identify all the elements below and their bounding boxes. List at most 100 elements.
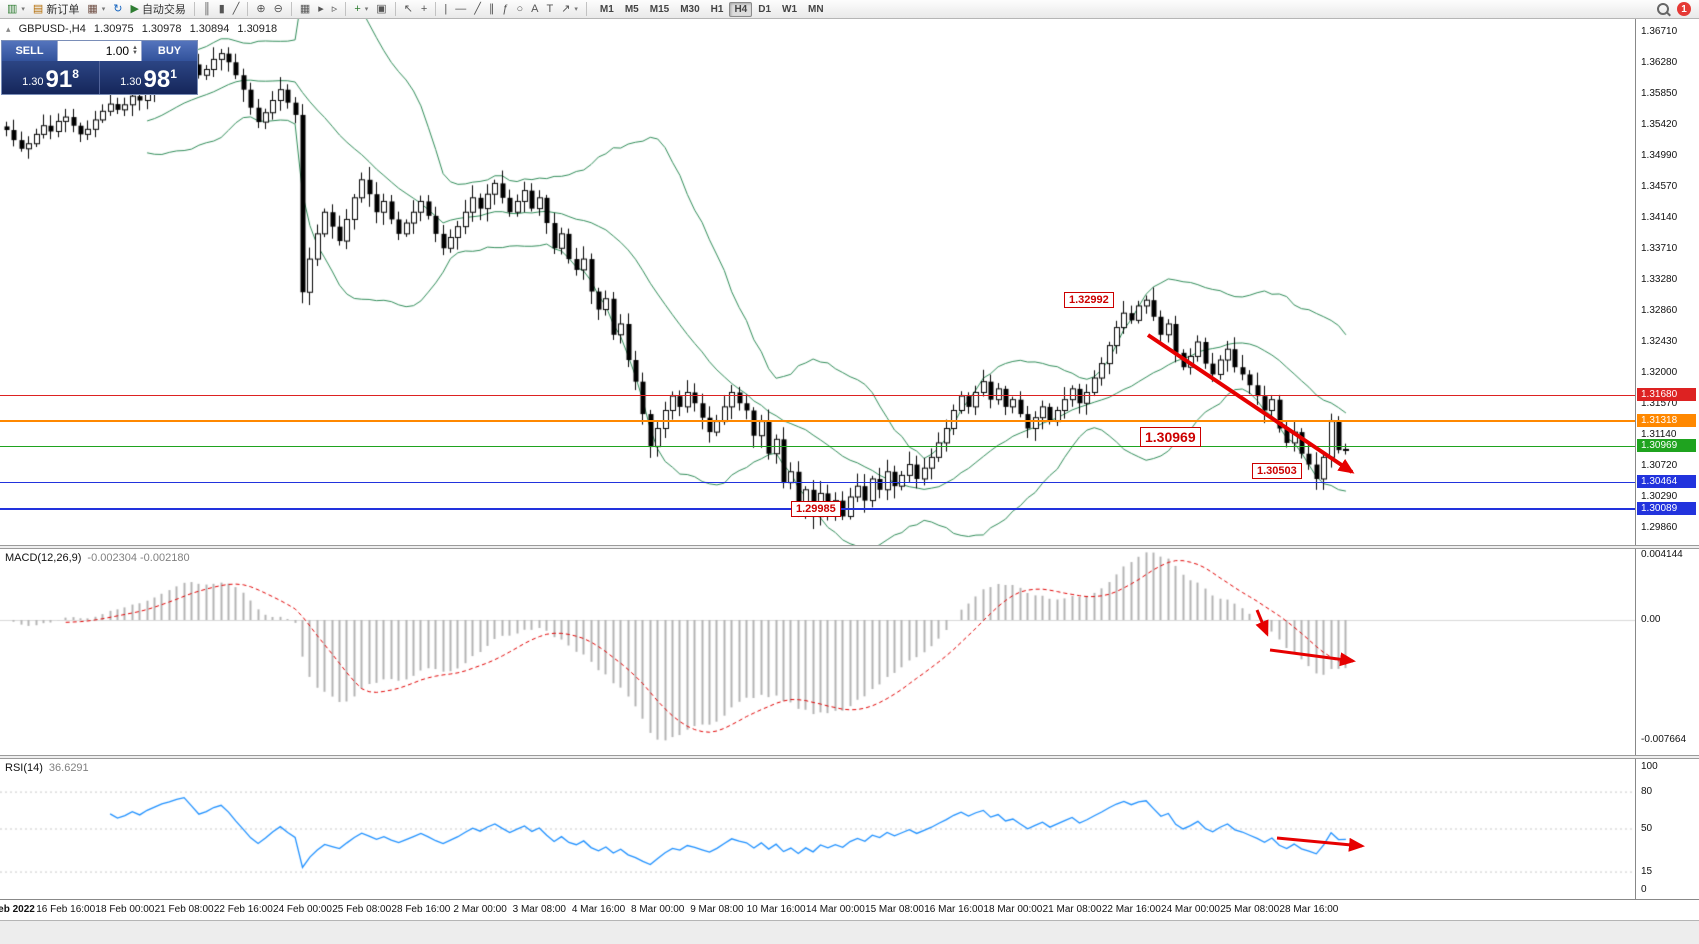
rsi-value: 36.6291: [48, 762, 89, 774]
horizontal-level-1.30969[interactable]: [0, 446, 1635, 447]
horizontal-level-1.31680[interactable]: [0, 395, 1635, 396]
shapes-icon[interactable]: ○: [512, 2, 527, 17]
lot-spinner[interactable]: ▲ ▼: [132, 45, 138, 56]
axis-label: 1.36280: [1641, 57, 1678, 68]
axis-label: 50: [1641, 822, 1653, 834]
line-chart-icon[interactable]: ╱: [229, 2, 244, 17]
buy-price-big: 98: [143, 66, 171, 93]
profiles-button[interactable]: ▦ ▾: [83, 2, 109, 17]
toolbar-right: 1: [1657, 2, 1691, 16]
lot-value: 1.00: [105, 44, 130, 58]
timeframe-m30[interactable]: M30: [680, 3, 700, 15]
horizontal-level-1.31318[interactable]: [0, 420, 1635, 422]
search-icon[interactable]: [1657, 3, 1669, 15]
axis-label: 1.31140: [1641, 429, 1677, 440]
arrows-icon[interactable]: ↗ ▾: [557, 2, 582, 17]
zoom-in-icon[interactable]: ⊕: [252, 2, 269, 17]
timeframe-m5[interactable]: M5: [624, 3, 639, 15]
fibonacci-icon[interactable]: ƒ: [498, 2, 512, 17]
cursor-icon[interactable]: ↖: [400, 2, 417, 17]
price-callout-1.29985[interactable]: 1.29985: [791, 501, 841, 518]
refresh-icon[interactable]: ↻: [109, 2, 126, 17]
price-callout-1.30969[interactable]: 1.30969: [1140, 427, 1201, 448]
time-label: 28 Feb 16:00: [391, 904, 451, 915]
timeframe-mn[interactable]: MN: [808, 3, 824, 15]
time-label: 14 Mar 00:00: [805, 904, 865, 915]
symbol-name: GBPUSD-,H4: [18, 23, 86, 35]
rsi-canvas[interactable]: [0, 759, 1635, 898]
new-order-button[interactable]: ▤ 新订单: [29, 0, 83, 19]
toolbar-separator: [585, 2, 587, 16]
text-icon[interactable]: A: [527, 2, 542, 17]
axis-label: 0.00: [1641, 614, 1661, 625]
axis-label: 1.35850: [1641, 88, 1678, 99]
bar-chart-icon[interactable]: ║: [199, 2, 215, 17]
time-label: 2 Mar 00:00: [453, 904, 507, 915]
new-chart-button-dropdown-icon[interactable]: ▾: [21, 6, 25, 13]
auto-trading-button[interactable]: ▶ 自动交易: [126, 0, 189, 19]
crosshair-icon[interactable]: +: [417, 2, 431, 17]
axis-label: 1.29860: [1641, 522, 1678, 533]
new-chart-button[interactable]: ▥ ▾: [3, 2, 29, 17]
auto-scroll-icon[interactable]: ▸: [314, 2, 328, 17]
chart-shift-icon[interactable]: ▹: [328, 2, 342, 17]
fibonacci-icon-glyph: ƒ: [502, 2, 509, 15]
time-label: 4 Mar 16:00: [571, 904, 626, 915]
notification-badge[interactable]: 1: [1677, 2, 1691, 16]
price-high: 1.30978: [141, 23, 182, 35]
buy-price[interactable]: 1.30 98 1: [100, 61, 197, 94]
timeframe-h4[interactable]: H4: [729, 1, 753, 17]
panel-splitter-rsi[interactable]: [0, 755, 1699, 759]
price-tag-1.30089: 1.30089: [1637, 502, 1696, 515]
arrows-icon-dropdown-icon[interactable]: ▾: [574, 6, 578, 13]
timeframe-w1[interactable]: W1: [782, 3, 798, 15]
timeframe-m15[interactable]: M15: [649, 3, 670, 15]
zoom-out-icon[interactable]: ⊖: [270, 2, 287, 17]
timeframe-h1[interactable]: H1: [710, 3, 724, 15]
candlestick-chart-icon[interactable]: ▮: [215, 2, 229, 17]
price-axis[interactable]: 1.36710 1.36280 1.35850 1.35420 1.34990 1.345…: [1635, 19, 1699, 899]
text-label-icon[interactable]: T: [542, 2, 557, 17]
axis-label: 1.33280: [1641, 274, 1678, 285]
time-label: 21 Mar 08:00: [1042, 904, 1102, 915]
channel-icon[interactable]: ∥: [485, 2, 499, 17]
horizontal-line-icon[interactable]: —: [451, 2, 470, 17]
time-label: 24 Feb 00:00: [273, 904, 332, 915]
profiles-button-dropdown-icon[interactable]: ▾: [101, 6, 106, 13]
macd-canvas[interactable]: [0, 549, 1635, 755]
price-tag-1.30969: 1.30969: [1637, 439, 1696, 452]
refresh-icon-glyph: ↻: [113, 2, 123, 15]
price-callout-1.30503[interactable]: 1.30503: [1252, 463, 1302, 480]
sell-price-big: 91: [45, 66, 73, 93]
price-callout-1.32992[interactable]: 1.32992: [1064, 292, 1114, 309]
timeframe-m1[interactable]: M1: [599, 3, 614, 15]
timeframe-d1[interactable]: D1: [758, 3, 772, 15]
timeframe-bar: M1 M5 M15 M30 H1 H4 D1 W1 MN: [595, 1, 829, 17]
indicators-button[interactable]: + ▾: [350, 2, 372, 17]
one-click-trading-panel: SELL 1.00 ▲ ▼ BUY 1.30 91 8 1.30 98 1: [1, 40, 198, 95]
buy-button[interactable]: BUY: [142, 41, 197, 61]
line-chart-icon-glyph: ╱: [232, 2, 240, 15]
trendline-icon[interactable]: ╱: [470, 2, 485, 17]
lot-size-input[interactable]: 1.00 ▲ ▼: [57, 41, 142, 61]
price-chart-canvas[interactable]: [0, 19, 1635, 545]
vertical-line-icon[interactable]: |: [440, 2, 451, 17]
time-label: 21 Feb 08:00: [154, 904, 214, 915]
axis-label: 1.32000: [1641, 367, 1678, 378]
bar-chart-icon-glyph: ║: [202, 2, 211, 15]
indicators-button-dropdown-icon[interactable]: ▾: [364, 6, 369, 13]
panel-splitter-macd[interactable]: [0, 545, 1699, 549]
macd-indicator-label: MACD(12,26,9) -0.002304 -0.002180: [5, 552, 190, 564]
toolbar-separator: [193, 2, 195, 16]
axis-label: 1.35420: [1641, 119, 1678, 130]
tile-windows-icon-glyph: ▦: [299, 2, 311, 15]
data-window-icon[interactable]: ▣: [372, 2, 390, 17]
time-label: 16 Feb 16:00: [36, 904, 96, 915]
horizontal-level-1.30464[interactable]: [0, 482, 1635, 483]
sell-button[interactable]: SELL: [2, 41, 57, 61]
tile-windows-icon[interactable]: ▦: [296, 2, 314, 17]
sell-price[interactable]: 1.30 91 8: [2, 61, 99, 94]
chart-marker-icon: ▴: [6, 24, 11, 34]
